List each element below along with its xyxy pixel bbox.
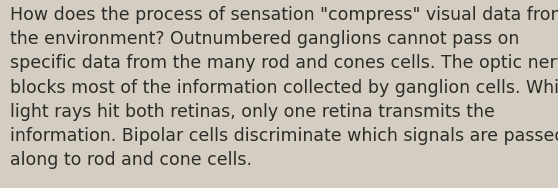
Text: How does the process of sensation "compress" visual data from
the environment? O: How does the process of sensation "compr… xyxy=(10,6,558,169)
